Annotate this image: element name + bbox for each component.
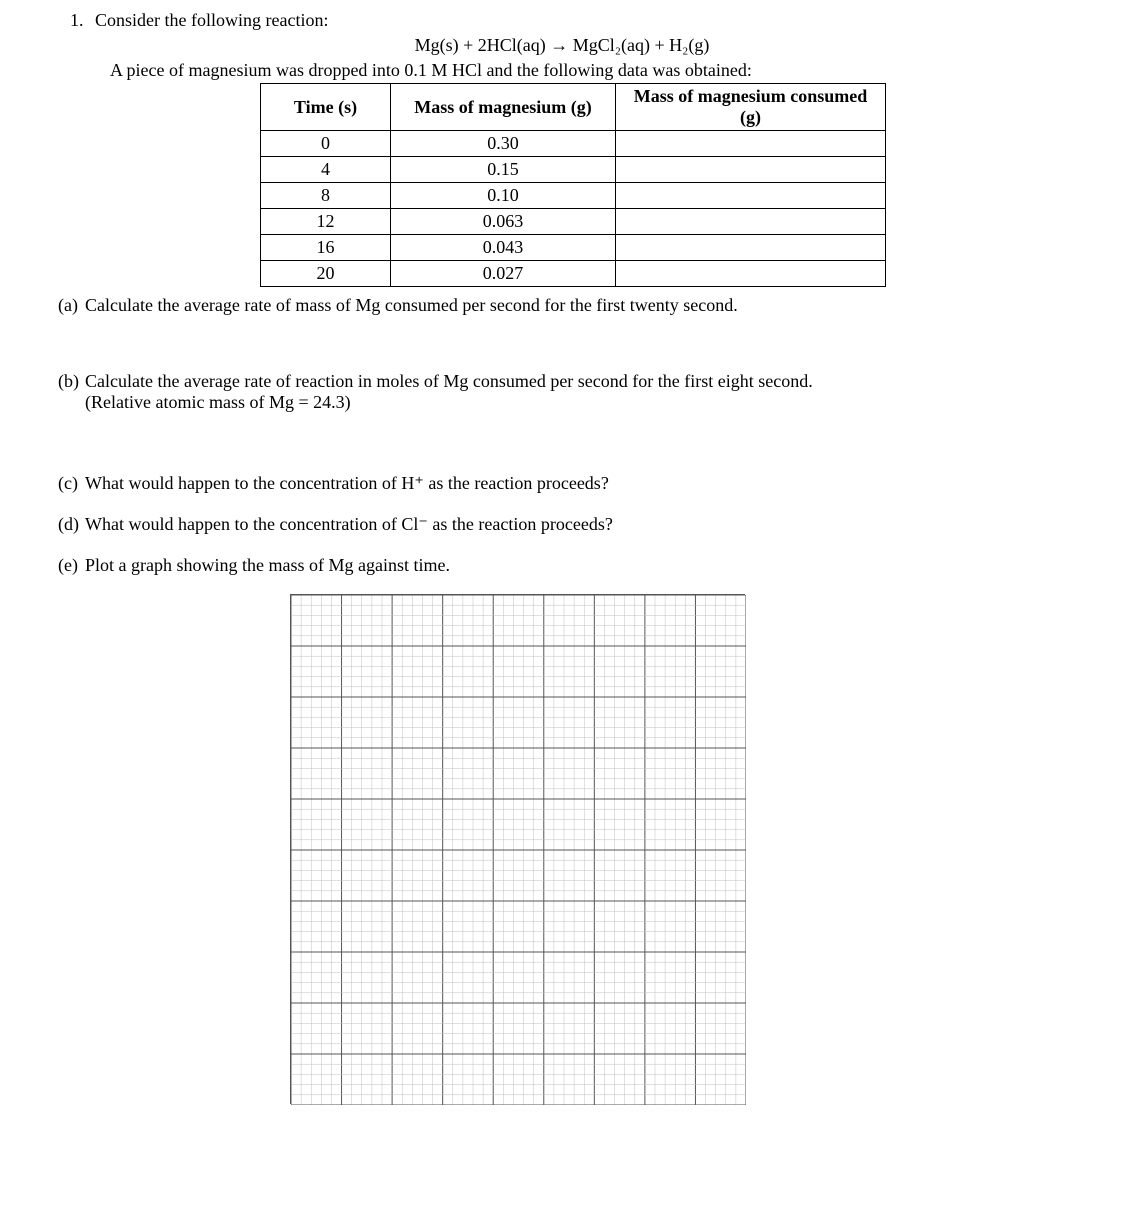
part-b-label: (b) (40, 371, 85, 392)
table-cell (616, 209, 886, 235)
part-e-label: (e) (40, 555, 85, 576)
table-cell: 20 (261, 261, 391, 287)
table-cell: 0.30 (391, 131, 616, 157)
question-intro-text: Consider the following reaction: (95, 10, 1084, 31)
table-row: 00.30 (261, 131, 886, 157)
part-b-line2: (Relative atomic mass of Mg = 24.3) (85, 392, 351, 412)
table-row: 40.15 (261, 157, 886, 183)
table-row: 200.027 (261, 261, 886, 287)
table-col-header: Time (s) (261, 84, 391, 131)
table-row: 160.043 (261, 235, 886, 261)
table-row: 120.063 (261, 209, 886, 235)
table-cell: 0.027 (391, 261, 616, 287)
chemical-equation: Mg(s) + 2HCl(aq) → MgCl₂(aq) + H₂(g) (40, 35, 1084, 56)
table-row: 80.10 (261, 183, 886, 209)
table-cell (616, 157, 886, 183)
question-number: 1. (40, 10, 95, 31)
part-c-text: What would happen to the concentration o… (85, 473, 1084, 494)
table-cell (616, 261, 886, 287)
table-cell: 0.063 (391, 209, 616, 235)
table-cell: 0 (261, 131, 391, 157)
graph-paper (290, 594, 745, 1104)
graph-paper-container (290, 594, 1084, 1104)
table-cell: 4 (261, 157, 391, 183)
table-cell: 16 (261, 235, 391, 261)
table-cell: 12 (261, 209, 391, 235)
part-d-text: What would happen to the concentration o… (85, 514, 1084, 535)
table-cell (616, 235, 886, 261)
part-c-label: (c) (40, 473, 85, 494)
part-e-text: Plot a graph showing the mass of Mg agai… (85, 555, 1084, 576)
part-a-label: (a) (40, 295, 85, 316)
part-b-text: Calculate the average rate of reaction i… (85, 371, 1084, 413)
table-cell (616, 183, 886, 209)
part-d-label: (d) (40, 514, 85, 535)
table-cell: 0.10 (391, 183, 616, 209)
question-intro-line2: A piece of magnesium was dropped into 0.… (110, 60, 1084, 81)
data-table: Time (s) Mass of magnesium (g) Mass of m… (260, 83, 886, 287)
part-a-text: Calculate the average rate of mass of Mg… (85, 295, 1084, 316)
table-cell (616, 131, 886, 157)
table-col-header: Mass of magnesium consumed (g) (616, 84, 886, 131)
table-cell: 0.043 (391, 235, 616, 261)
part-b-line1: Calculate the average rate of reaction i… (85, 371, 813, 391)
table-cell: 0.15 (391, 157, 616, 183)
table-cell: 8 (261, 183, 391, 209)
table-header-row: Time (s) Mass of magnesium (g) Mass of m… (261, 84, 886, 131)
table-col-header: Mass of magnesium (g) (391, 84, 616, 131)
